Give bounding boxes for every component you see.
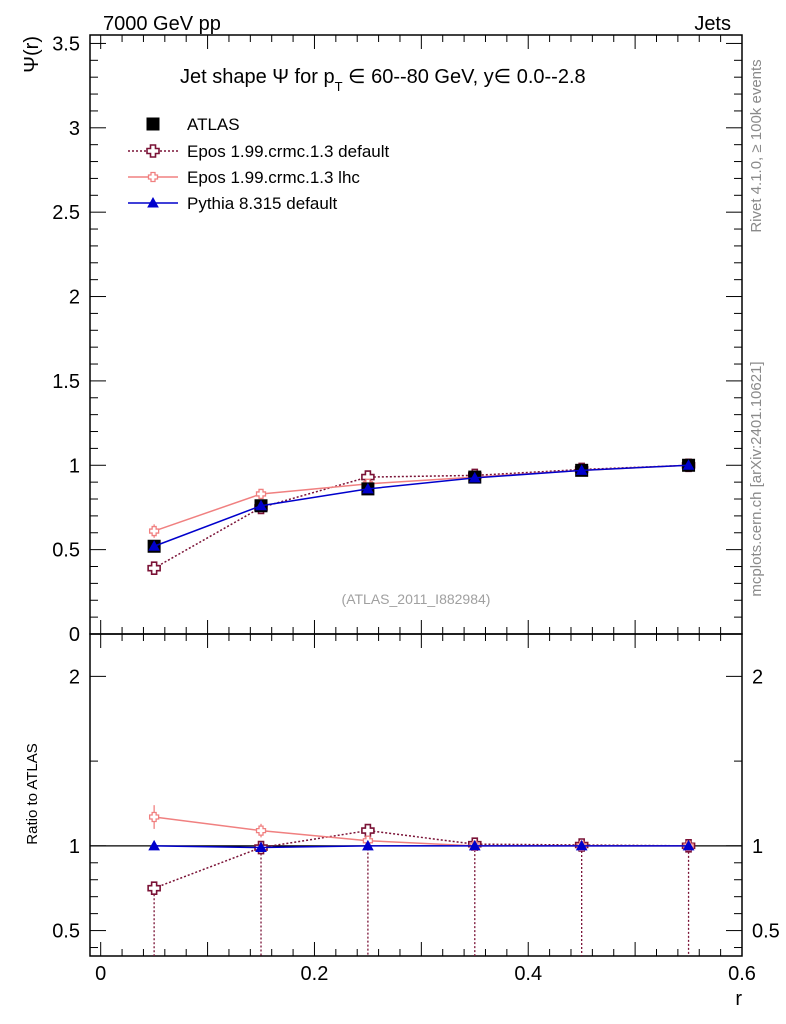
chart-title-rest: ∈ 60--80 GeV, y∈ 0.0--2.8 bbox=[343, 66, 586, 88]
legend-item-1-label: Epos 1.99.crmc.1.3 default bbox=[187, 142, 390, 161]
legend-item-3-marker bbox=[147, 196, 159, 208]
y-tick-label: 2 bbox=[69, 287, 80, 309]
main-plot: 0 0.5 1 1.5 2 2.5 3 3.5 bbox=[52, 33, 743, 956]
series-3-point bbox=[468, 471, 481, 483]
analysis-watermark: (ATLAS_2011_I882984) bbox=[342, 591, 491, 607]
series-3-point bbox=[362, 482, 374, 494]
ratio-frame bbox=[89, 633, 743, 957]
series-1-ratio-point bbox=[361, 823, 375, 838]
chart-title: Jet shape Ψ for pT ∈ 60--80 GeV, y∈ 0.0-… bbox=[180, 66, 586, 94]
series-3-ratio-point bbox=[575, 839, 588, 851]
series-2-ratio-point bbox=[255, 825, 267, 836]
legend-item-0-label: ATLAS bbox=[187, 115, 240, 134]
series-2-point bbox=[255, 488, 267, 500]
x-tick-label: 0.2 bbox=[301, 963, 329, 985]
series-3-ratio-point bbox=[682, 839, 695, 851]
y-tick-label: 0 bbox=[69, 624, 80, 646]
series-2-line bbox=[153, 464, 689, 532]
ratio-y-tick-label: 1 bbox=[69, 836, 80, 858]
ratio-plot: 0 0.2 0.4 0.6 0.5 0.5 1 1 2 2 bbox=[52, 633, 780, 985]
series-1-point bbox=[147, 561, 161, 575]
ratio-y-tick-label-right: 1 bbox=[752, 836, 763, 858]
series-3-point bbox=[255, 499, 267, 511]
series-3-point bbox=[682, 459, 695, 470]
ratio-y-tick-label: 2 bbox=[69, 666, 80, 688]
legend-item-3-label: Pythia 8.315 default bbox=[187, 194, 338, 213]
y-axis-label: Ψ(r) bbox=[21, 36, 43, 73]
legend-item-1-marker bbox=[146, 144, 160, 158]
y-tick-label: 3 bbox=[69, 118, 80, 140]
series-3-point bbox=[575, 464, 588, 475]
y-tick-label: 0.5 bbox=[52, 540, 80, 562]
series-3-ratio-line bbox=[154, 845, 689, 849]
ratio-y-tick-label: 0.5 bbox=[52, 921, 80, 943]
series-3-point bbox=[148, 540, 160, 551]
series-2-point bbox=[148, 525, 160, 537]
series-3-ratio-point bbox=[148, 839, 160, 851]
chart-title-sub: T bbox=[335, 79, 343, 94]
legend: ATLAS Epos 1.99.crmc.1.3 default Epos 1.99… bbox=[128, 115, 390, 213]
series-3-ratio-point bbox=[468, 839, 481, 851]
x-tick-label: 0 bbox=[95, 963, 106, 985]
ratio-y-tick-label-right: 2 bbox=[752, 666, 763, 688]
legend-item-2-marker bbox=[147, 171, 159, 183]
y-tick-label: 2.5 bbox=[52, 202, 80, 224]
x-tick-label: 0.6 bbox=[728, 963, 756, 985]
x-axis-label: r bbox=[735, 988, 742, 1010]
ratio-y-tick-label-right: 0.5 bbox=[752, 921, 780, 943]
y-tick-label: 1 bbox=[69, 455, 80, 477]
series-2-ratio-line bbox=[154, 816, 689, 847]
series-3-ratio-point bbox=[255, 841, 267, 853]
series-1-ratio-point bbox=[147, 881, 161, 896]
mcplots-label: mcplots.cern.ch [arXiv:2401.10621] bbox=[748, 361, 765, 596]
ratio-y-axis-label: Ratio to ATLAS bbox=[24, 743, 41, 844]
rivet-version-label: Rivet 4.1.0, ≥ 100k events bbox=[748, 59, 765, 232]
legend-item-0-marker bbox=[146, 117, 160, 131]
series-2-ratio-point bbox=[148, 811, 160, 823]
series-1-ratio-line bbox=[153, 829, 689, 889]
chart-title-main: Jet shape Ψ for p bbox=[180, 66, 335, 88]
series-3-line bbox=[153, 464, 689, 547]
legend-item-2-label: Epos 1.99.crmc.1.3 lhc bbox=[187, 168, 360, 187]
y-tick-label: 3.5 bbox=[52, 33, 80, 55]
header-left: 7000 GeV pp bbox=[103, 13, 221, 35]
series-3-ratio-point bbox=[362, 839, 374, 851]
y-tick-label: 1.5 bbox=[52, 371, 80, 393]
x-tick-label: 0.4 bbox=[514, 963, 542, 985]
header-right: Jets bbox=[694, 13, 731, 35]
